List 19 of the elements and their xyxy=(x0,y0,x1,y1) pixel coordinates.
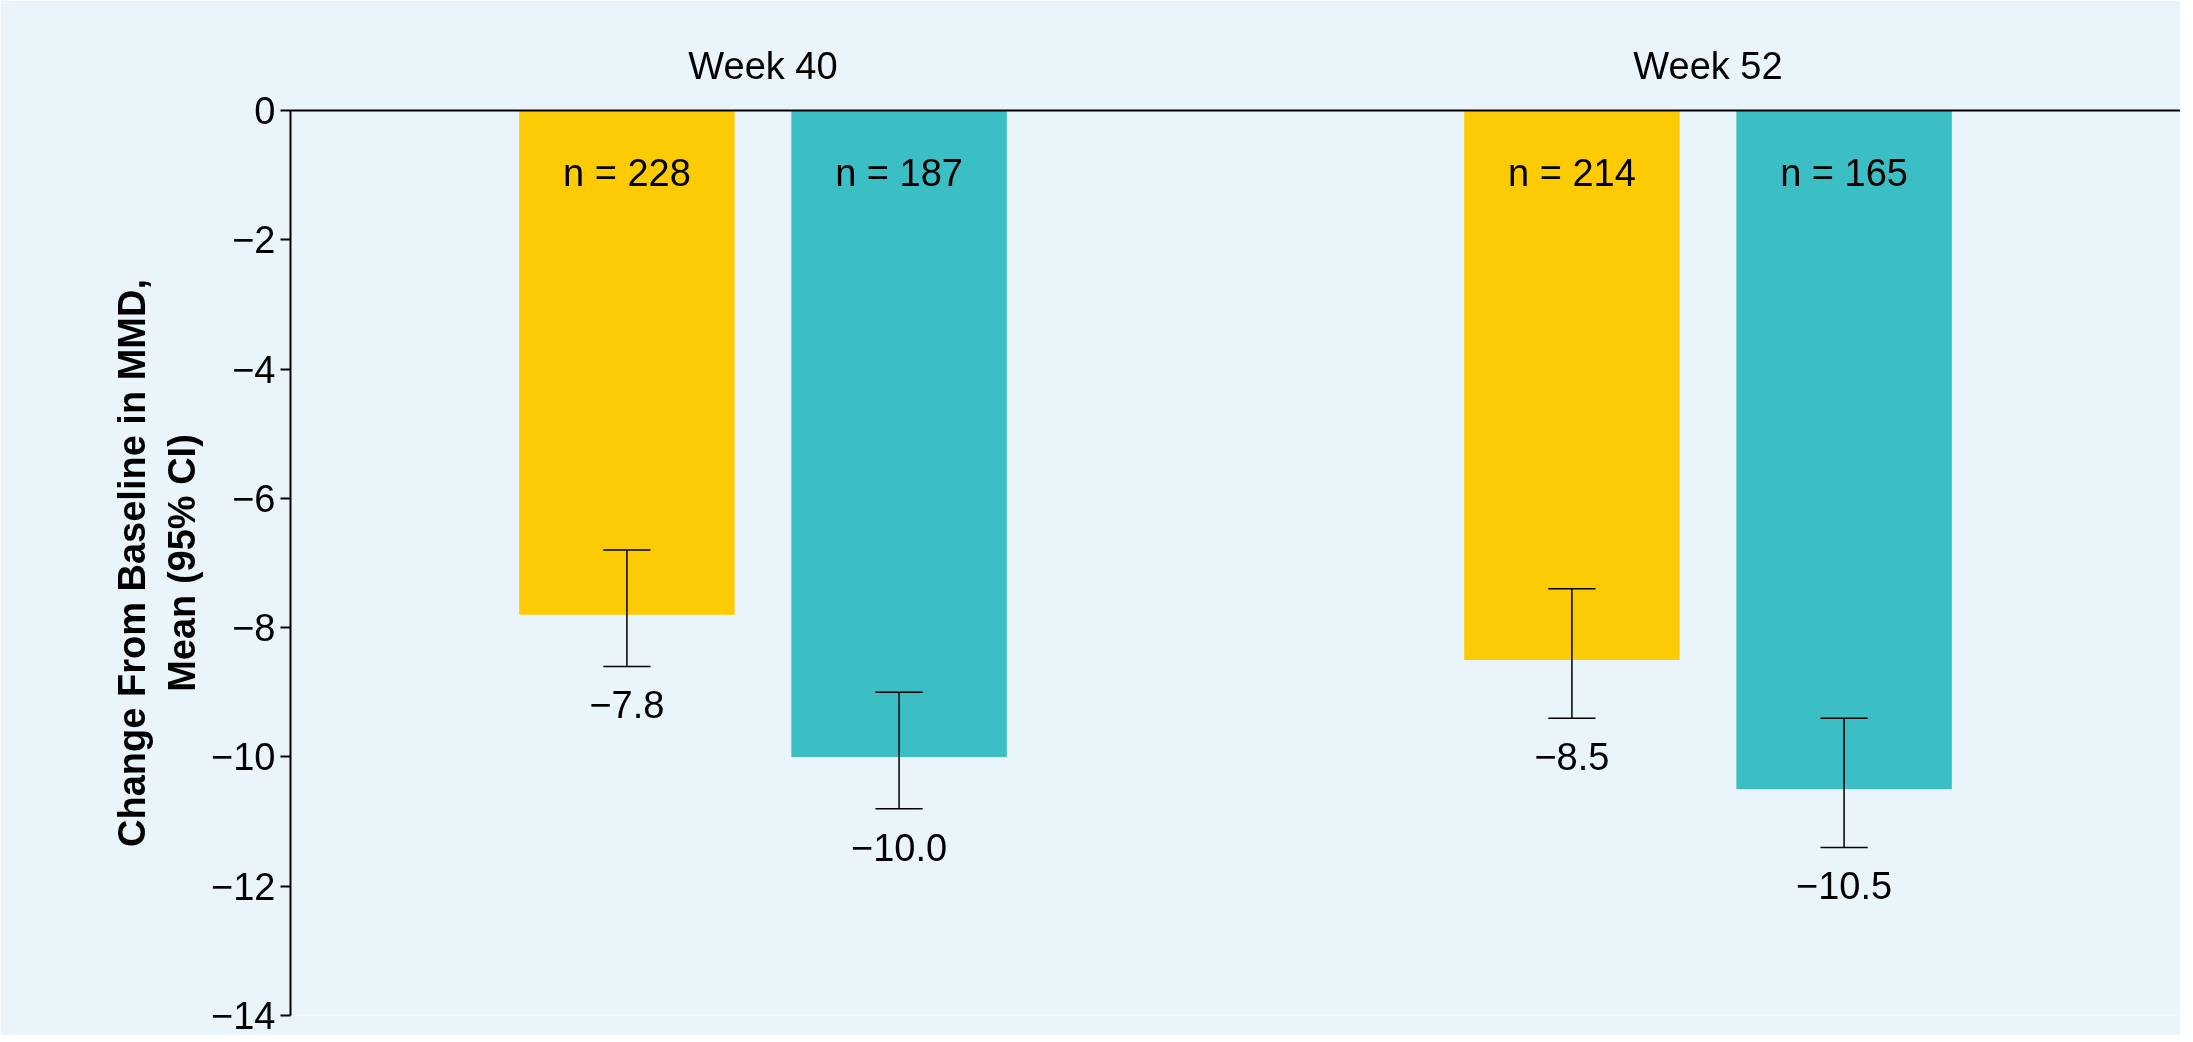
y-tick-label: −2 xyxy=(232,219,276,262)
x-tick-label: Week 40 xyxy=(688,44,838,87)
data-label: −10.5 xyxy=(1796,865,1893,908)
y-tick-label: 0 xyxy=(254,90,276,132)
y-tick-label: −10 xyxy=(211,736,276,779)
annotation: n = 165 xyxy=(1780,151,1908,194)
y-tick-label: −4 xyxy=(232,348,276,391)
data-label: −8.5 xyxy=(1534,736,1610,779)
annotation: n = 228 xyxy=(563,151,691,194)
data-label: −7.8 xyxy=(589,684,665,727)
y-tick-label: −14 xyxy=(211,995,276,1037)
y-tick-label: −6 xyxy=(232,477,276,520)
annotation: n = 214 xyxy=(1508,151,1636,194)
data-label: −10.0 xyxy=(851,826,948,869)
y-tick-label: −12 xyxy=(211,865,276,908)
y-tick-label: −8 xyxy=(232,607,276,650)
x-tick-label: Week 52 xyxy=(1633,44,1783,87)
y-axis-title: Change From Baseline in MMD, Mean (95% CI) xyxy=(110,279,204,847)
annotation: n = 187 xyxy=(835,151,963,194)
